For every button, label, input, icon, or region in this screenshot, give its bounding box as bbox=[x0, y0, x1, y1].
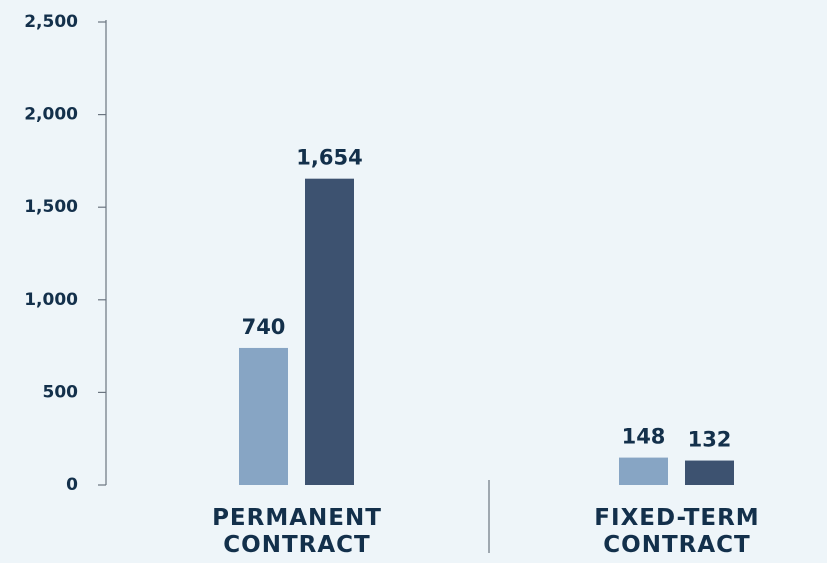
y-tick-label: 500 bbox=[43, 382, 79, 402]
value-label: 148 bbox=[622, 425, 666, 449]
bar bbox=[239, 347, 288, 485]
value-label: 740 bbox=[242, 315, 286, 339]
y-tick-label: 0 bbox=[66, 475, 78, 495]
y-tick-label: 1,500 bbox=[24, 197, 78, 217]
category-label: PERMANENT CONTRACT bbox=[212, 505, 382, 558]
y-tick-label: 1,000 bbox=[24, 290, 78, 310]
y-tick-label: 2,000 bbox=[24, 105, 78, 125]
bar bbox=[685, 460, 734, 485]
bar bbox=[619, 457, 668, 485]
value-label: 1,654 bbox=[296, 146, 362, 170]
y-tick-label: 2,500 bbox=[24, 12, 78, 32]
category-label: FIXED-TERM CONTRACT bbox=[594, 505, 760, 558]
bar bbox=[305, 178, 354, 485]
value-label: 132 bbox=[688, 428, 732, 452]
